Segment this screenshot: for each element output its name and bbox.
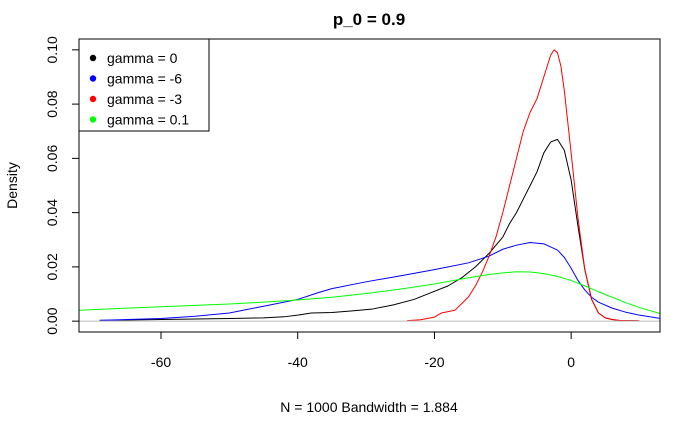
series-line-2 <box>407 49 640 322</box>
legend-label-1: gamma = -6 <box>107 71 182 87</box>
x-tick-label: -40 <box>288 354 308 370</box>
legend-label-3: gamma = 0.1 <box>107 112 189 128</box>
y-tick-label: 0.10 <box>44 36 60 63</box>
legend-marker-1 <box>89 75 97 82</box>
y-tick-label: 0.02 <box>44 253 60 280</box>
y-axis-label: Density <box>4 162 20 209</box>
legend-marker-3 <box>89 116 97 123</box>
series-line-0 <box>99 138 640 322</box>
series-layer <box>79 49 660 322</box>
series-line-3 <box>79 271 660 315</box>
legend-marker-2 <box>89 95 97 103</box>
legend-label-2: gamma = -3 <box>107 91 182 107</box>
y-tick-label: 0.06 <box>44 145 60 172</box>
legend-marker-0 <box>89 54 97 62</box>
y-tick-label: 0.00 <box>44 307 60 334</box>
x-tick-label: -20 <box>424 354 444 370</box>
x-axis-label: N = 1000 Bandwidth = 1.884 <box>280 399 458 415</box>
y-tick-label: 0.04 <box>44 199 60 226</box>
legend: gamma = 0 gamma = -6 gamma = -3 gamma = 0.1 <box>78 38 210 132</box>
x-tick-label: 0 <box>567 354 575 370</box>
series-line-1 <box>99 241 660 321</box>
chart-title: p_0 = 0.9 <box>333 10 405 29</box>
y-tick-label: 0.08 <box>44 90 60 117</box>
x-tick-label: -60 <box>151 354 171 370</box>
axes-layer: -60 -40 -20 0 0.00 0.02 0.04 0.06 0.08 0.10 <box>44 36 661 370</box>
plot-frame <box>78 38 661 333</box>
legend-label-0: gamma = 0 <box>107 50 178 66</box>
legend-box <box>78 38 210 132</box>
